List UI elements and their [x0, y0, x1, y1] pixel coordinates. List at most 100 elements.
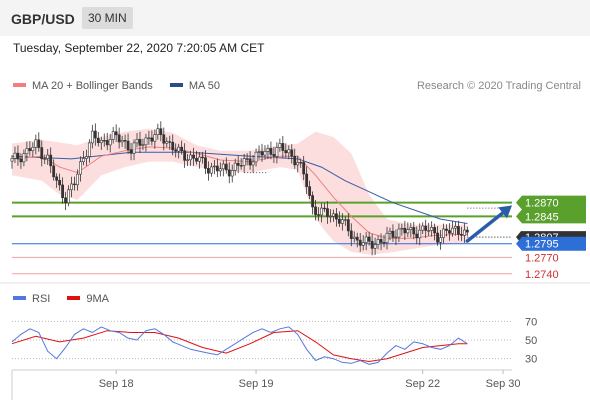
rsi-legend: RSI 9MA: [13, 293, 123, 305]
candle-body: [215, 165, 219, 172]
level-label-1-2845: 1.2845: [525, 211, 559, 223]
symbol-title: GBP/USD: [11, 11, 75, 27]
legend-swatch-9ma: [67, 296, 81, 301]
candle-body: [433, 227, 437, 234]
candle-body: [400, 227, 404, 230]
candle-body: [326, 208, 329, 217]
candle-body: [126, 140, 130, 151]
copyright-text: Research © 2020 Trading Central: [416, 80, 581, 92]
candle-body: [96, 137, 100, 144]
candle-body: [117, 134, 121, 143]
candle-body: [40, 147, 44, 160]
candle-body: [141, 144, 145, 146]
candle-body: [105, 140, 109, 146]
candle-body: [281, 143, 285, 151]
candle-body: [135, 139, 139, 144]
candle-body: [296, 162, 300, 166]
candle-body: [358, 239, 362, 246]
candle-body: [451, 227, 454, 234]
candle-body: [70, 183, 73, 191]
rsi-tick-70: 70: [525, 316, 537, 328]
candle-body: [454, 226, 457, 229]
candle-body: [67, 189, 70, 204]
candle-body: [257, 151, 261, 153]
candle-body: [343, 219, 347, 221]
candle-body: [201, 156, 204, 159]
candle-body: [233, 162, 237, 171]
candle-body: [168, 141, 172, 143]
candle-body: [138, 139, 142, 146]
candle-body: [421, 225, 425, 231]
candle-body: [272, 154, 276, 157]
candle-body: [87, 142, 91, 157]
candle-body: [37, 139, 41, 148]
candle-body: [73, 183, 76, 186]
candle-body: [388, 230, 392, 234]
timeframe-badge[interactable]: 30 MIN: [82, 7, 133, 29]
candle-body: [242, 158, 246, 166]
candle-body: [335, 213, 338, 220]
candle-body: [391, 230, 395, 238]
candle-body: [55, 176, 59, 181]
candle-body: [186, 159, 189, 161]
candle-body: [412, 227, 416, 235]
candle-body: [120, 140, 124, 143]
candle-body: [311, 195, 314, 208]
candle-body: [266, 148, 270, 152]
candle-body: [460, 234, 463, 236]
candle-body: [230, 170, 234, 177]
candle-body: [218, 168, 222, 172]
candle-body: [90, 130, 94, 144]
legend-swatch-ma20: [13, 83, 26, 88]
candle-body: [275, 147, 279, 157]
candle-body: [58, 180, 62, 186]
candle-body: [183, 150, 187, 161]
candle-body: [308, 186, 312, 196]
main-legend: MA 20 + Bollinger Bands MA 50: [13, 80, 234, 92]
candle-body: [364, 236, 368, 243]
candle-body: [129, 149, 133, 154]
bollinger-band: [12, 128, 468, 255]
candle-body: [108, 139, 112, 146]
level-label-1-2770: 1.2770: [525, 252, 559, 264]
candle-body: [385, 232, 389, 243]
candle-body: [430, 227, 434, 231]
candle-body: [210, 166, 213, 174]
candle-body: [278, 143, 282, 148]
candle-body: [314, 206, 317, 215]
candle-body: [227, 169, 231, 177]
candle-body: [445, 228, 448, 231]
candle-body: [224, 163, 228, 171]
candle-body: [180, 146, 184, 152]
candle-body: [204, 157, 207, 169]
rsi-panel: 70 50 30: [11, 316, 537, 366]
candle-body: [269, 148, 273, 155]
candle-body: [19, 158, 23, 163]
candle-body: [287, 149, 291, 154]
chart-header: GBP/USD 30 MIN: [0, 0, 590, 36]
candle-body: [165, 141, 169, 144]
candle-body: [198, 156, 201, 162]
candle-body: [10, 158, 14, 162]
candle-body: [159, 128, 163, 136]
rsi-tick-30: 30: [525, 354, 537, 366]
level-label-1-2870: 1.2870: [525, 198, 559, 210]
candle-body: [64, 197, 67, 204]
candle-body: [367, 236, 371, 242]
x-label-sep-30: Sep 30: [486, 378, 521, 390]
candle-body: [61, 184, 64, 199]
level-tag-1-2795: [516, 236, 586, 251]
candle-body: [111, 131, 115, 140]
candle-body: [427, 230, 431, 232]
candle-body: [245, 158, 249, 160]
candle-body: [132, 142, 136, 154]
candle-body: [376, 239, 380, 245]
legend-swatch-ma50: [169, 83, 183, 88]
candle-body: [317, 214, 320, 216]
candle-body: [340, 219, 344, 224]
candle-body: [329, 215, 332, 218]
level-label-1-2795: 1.2795: [525, 239, 559, 251]
x-label-sep-22: Sep 22: [405, 378, 440, 390]
